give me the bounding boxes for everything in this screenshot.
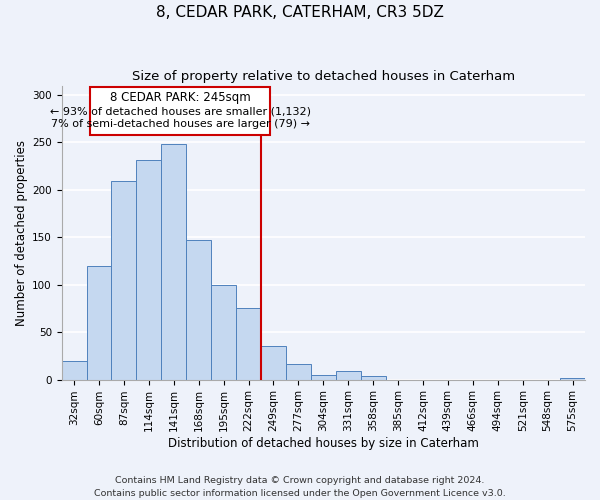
Bar <box>112 182 136 380</box>
Bar <box>236 308 261 380</box>
Bar <box>361 376 386 380</box>
Bar <box>161 144 186 380</box>
X-axis label: Distribution of detached houses by size in Caterham: Distribution of detached houses by size … <box>168 437 479 450</box>
Text: ← 93% of detached houses are smaller (1,132): ← 93% of detached houses are smaller (1,… <box>50 106 311 116</box>
Text: Contains HM Land Registry data © Crown copyright and database right 2024.
Contai: Contains HM Land Registry data © Crown c… <box>94 476 506 498</box>
Bar <box>261 346 286 380</box>
Bar <box>186 240 211 380</box>
Bar <box>86 266 112 380</box>
Bar <box>286 364 311 380</box>
Bar <box>211 284 236 380</box>
Bar <box>62 360 86 380</box>
Bar <box>311 375 336 380</box>
Bar <box>560 378 585 380</box>
Y-axis label: Number of detached properties: Number of detached properties <box>15 140 28 326</box>
Text: 8 CEDAR PARK: 245sqm: 8 CEDAR PARK: 245sqm <box>110 92 250 104</box>
Bar <box>136 160 161 380</box>
Title: Size of property relative to detached houses in Caterham: Size of property relative to detached ho… <box>132 70 515 83</box>
Text: 8, CEDAR PARK, CATERHAM, CR3 5DZ: 8, CEDAR PARK, CATERHAM, CR3 5DZ <box>156 5 444 20</box>
Text: 7% of semi-detached houses are larger (79) →: 7% of semi-detached houses are larger (7… <box>50 120 310 130</box>
Bar <box>336 371 361 380</box>
FancyBboxPatch shape <box>90 88 270 135</box>
